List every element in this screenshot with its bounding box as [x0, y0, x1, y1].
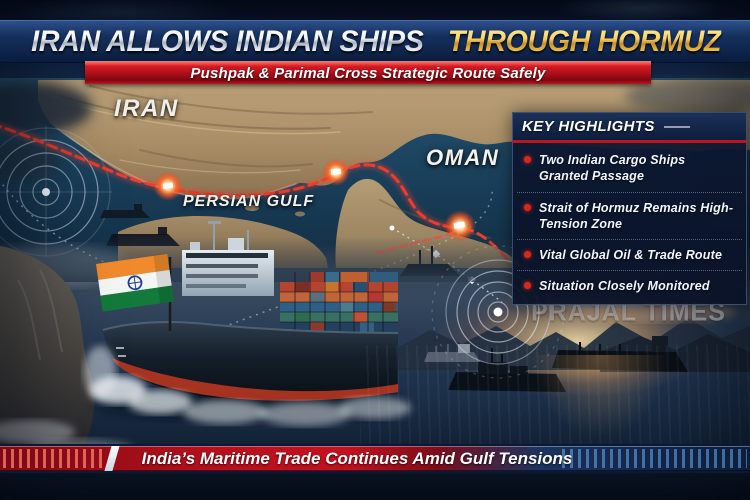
highlight-item-text: Situation Closely Monitored — [539, 279, 710, 294]
bullet-icon — [524, 282, 531, 290]
container-ship-illustration — [25, 221, 411, 461]
key-highlights-title: KEY HIGHLIGHTS — [522, 118, 655, 135]
map-label-oman: OMAN — [426, 145, 500, 170]
headline-main-text: IRAN ALLOWS INDIAN SHIPS — [31, 24, 424, 58]
key-highlights-header: KEY HIGHLIGHTS — [513, 113, 746, 143]
gray-tanker — [424, 344, 480, 362]
rocky-coast — [0, 246, 95, 468]
indian-flag — [96, 253, 174, 331]
highlight-item: Strait of Hormuz Remains High-Tension Zo… — [517, 191, 742, 240]
highlight-item-text: Two Indian Cargo Ships Granted Passage — [539, 153, 686, 184]
bullet-icon — [524, 251, 531, 258]
key-highlights-panel: KEY HIGHLIGHTS Two Indian Cargo Ships Gr… — [512, 112, 747, 305]
highlight-item: Two Indian Cargo Ships Granted Passage — [517, 145, 742, 192]
headline-banner: IRAN ALLOWS INDIAN SHIPS THROUGH HORMUZ — [0, 20, 750, 63]
highlight-item: Vital Global Oil & Trade Route — [517, 239, 742, 270]
container-stacks — [280, 272, 398, 334]
cloud-overlays — [0, 78, 750, 180]
header-dash-decoration — [663, 125, 690, 128]
highlight-item-text: Vital Global Oil & Trade Route — [539, 248, 723, 262]
ship-superstructure — [182, 221, 274, 296]
map-label-persian-gulf: PERSIAN GULF — [183, 193, 315, 210]
bottom-shade — [0, 469, 750, 500]
large-tanker — [552, 336, 688, 372]
key-highlights-list: Two Indian Cargo Ships Granted Passage S… — [513, 143, 746, 304]
headline-accent-text: THROUGH HORMUZ — [448, 24, 722, 58]
bottom-ticker-banner: India’s Maritime Trade Continues Amid Gu… — [0, 444, 750, 473]
subheadline-text: Pushpak & Parimal Cross Strategic Route … — [190, 64, 546, 82]
highlight-item: Situation Closely Monitored — [517, 270, 742, 301]
ticker-stripes-left — [3, 449, 107, 468]
radar-rings-center — [431, 245, 565, 379]
horizon-ship-silhouettes — [424, 336, 688, 392]
bullet-icon — [524, 156, 531, 163]
ship-hull — [102, 321, 399, 401]
ticker-text: India’s Maritime Trade Continues Amid Gu… — [141, 448, 573, 468]
subheadline-banner: Pushpak & Parimal Cross Strategic Route … — [85, 61, 651, 84]
route-ship-markers — [153, 158, 476, 242]
highlight-item-text: Strait of Hormuz Remains High-Tension Zo… — [539, 200, 734, 231]
ticker-stripes-right — [562, 449, 747, 468]
map-label-iran: IRAN — [114, 95, 179, 122]
naval-ship — [448, 348, 566, 392]
bullet-icon — [524, 203, 531, 211]
radar-rings-left — [0, 126, 112, 258]
